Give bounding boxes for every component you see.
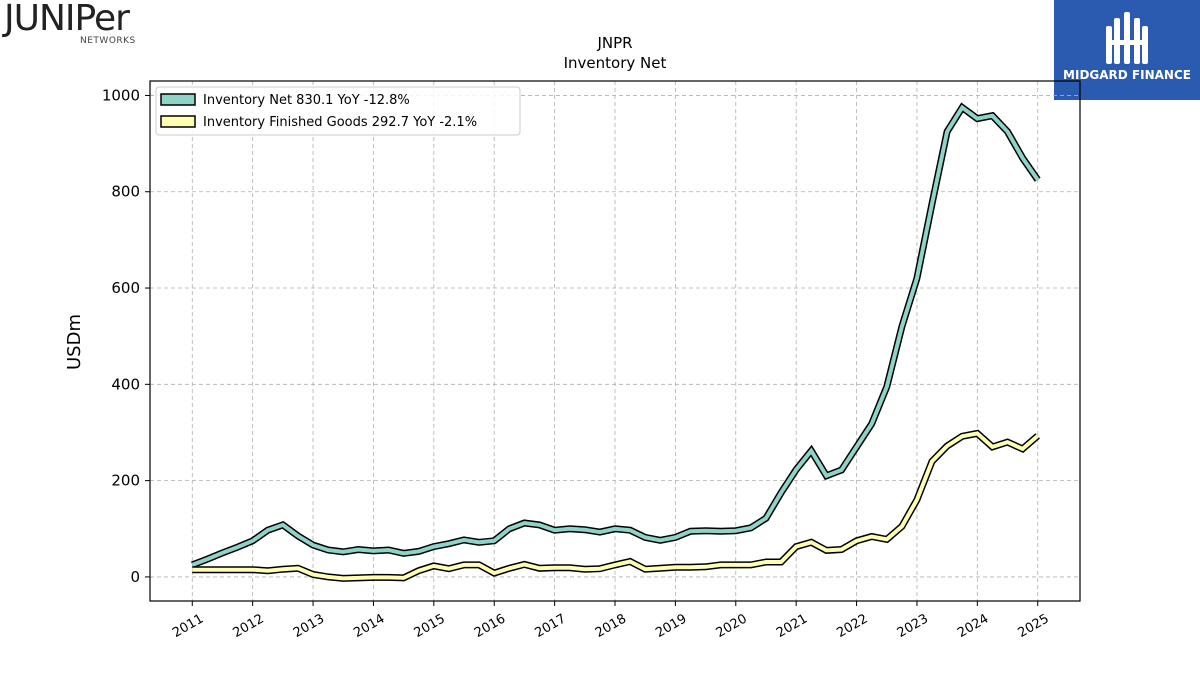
- grid-layer: [150, 81, 1080, 601]
- x-tick-label: 2017: [532, 611, 568, 641]
- y-axis-label: USDm: [64, 314, 85, 370]
- y-tick-label: 200: [111, 472, 140, 490]
- y-tick-label: 600: [111, 279, 140, 297]
- x-tick-label: 2018: [593, 611, 629, 641]
- y-tick-label: 0: [130, 568, 140, 586]
- series-line-inventory-net-fill: [191, 104, 1040, 567]
- x-tick-label: 2016: [472, 611, 508, 641]
- x-tick-label: 2024: [955, 611, 991, 641]
- juniper-logo: JUNIPer NETWORKS: [4, 0, 164, 50]
- legend-label-inventory-net: Inventory Net 830.1 YoY -12.8%: [203, 93, 410, 108]
- legend-swatch-inventory-net: [160, 93, 196, 106]
- series-line-finished-goods-fill: [192, 431, 1040, 581]
- midgard-logo-text: MIDGARD FINANCE: [1063, 68, 1191, 82]
- x-tick-label: 2015: [412, 611, 448, 641]
- series-layer: [191, 102, 1041, 582]
- x-tick-label: 2014: [351, 611, 387, 641]
- x-tick-label: 2020: [714, 611, 750, 641]
- tick-layer: 0 200 400 600 800 1000 2011 2012 2013 2014 2015 201…: [102, 86, 1052, 641]
- series-line-finished-goods: [192, 429, 1040, 582]
- y-tick-label: 400: [111, 375, 140, 393]
- chart-subtitle: Inventory Net: [564, 54, 667, 72]
- chart-title: JNPR: [596, 34, 632, 52]
- y-tick-label: 1000: [102, 86, 140, 104]
- x-tick-label: 2022: [834, 611, 870, 641]
- juniper-logo-wordmark: JUNIPer: [4, 0, 130, 39]
- x-tick-label: 2023: [895, 611, 931, 641]
- midgard-emblem-icon: [1106, 12, 1148, 64]
- legend-label-finished-goods: Inventory Finished Goods 292.7 YoY -2.1%: [203, 115, 477, 130]
- legend: Inventory Net 830.1 YoY -12.8% Inventory…: [155, 86, 521, 136]
- x-tick-label: 2011: [170, 611, 206, 641]
- x-tick-label: 2013: [291, 611, 327, 641]
- x-tick-label: 2025: [1016, 611, 1052, 641]
- x-tick-label: 2019: [653, 611, 689, 641]
- legend-box: [155, 86, 521, 136]
- juniper-logo-subtext: NETWORKS: [80, 36, 136, 46]
- series-line-inventory-net: [191, 102, 1041, 569]
- x-tick-label: 2021: [774, 611, 810, 641]
- y-tick-label: 800: [111, 183, 140, 201]
- legend-swatch-finished-goods: [160, 115, 196, 128]
- x-tick-label: 2012: [231, 611, 267, 641]
- midgard-finance-logo: MIDGARD FINANCE: [1054, 0, 1200, 100]
